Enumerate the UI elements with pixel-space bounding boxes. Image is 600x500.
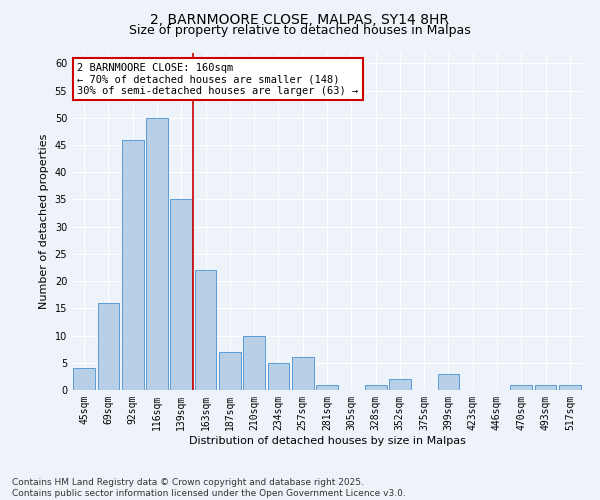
Bar bbox=[122, 140, 143, 390]
Bar bbox=[559, 384, 581, 390]
Text: Contains HM Land Registry data © Crown copyright and database right 2025.
Contai: Contains HM Land Registry data © Crown c… bbox=[12, 478, 406, 498]
Bar bbox=[219, 352, 241, 390]
Bar bbox=[73, 368, 95, 390]
Bar bbox=[243, 336, 265, 390]
Bar bbox=[194, 270, 217, 390]
Bar bbox=[170, 200, 192, 390]
Bar bbox=[437, 374, 460, 390]
Bar bbox=[268, 363, 289, 390]
Bar bbox=[97, 303, 119, 390]
Bar bbox=[389, 379, 411, 390]
Text: 2 BARNMOORE CLOSE: 160sqm
← 70% of detached houses are smaller (148)
30% of semi: 2 BARNMOORE CLOSE: 160sqm ← 70% of detac… bbox=[77, 62, 358, 96]
Text: Size of property relative to detached houses in Malpas: Size of property relative to detached ho… bbox=[129, 24, 471, 37]
Y-axis label: Number of detached properties: Number of detached properties bbox=[39, 134, 49, 309]
X-axis label: Distribution of detached houses by size in Malpas: Distribution of detached houses by size … bbox=[188, 436, 466, 446]
Bar bbox=[365, 384, 386, 390]
Bar bbox=[511, 384, 532, 390]
Bar bbox=[146, 118, 168, 390]
Bar bbox=[535, 384, 556, 390]
Bar bbox=[316, 384, 338, 390]
Bar bbox=[292, 358, 314, 390]
Text: 2, BARNMOORE CLOSE, MALPAS, SY14 8HR: 2, BARNMOORE CLOSE, MALPAS, SY14 8HR bbox=[151, 12, 449, 26]
